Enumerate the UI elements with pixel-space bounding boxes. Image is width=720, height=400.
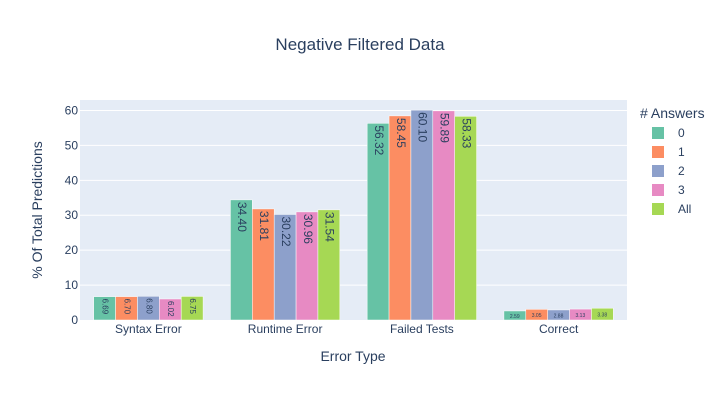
legend-label: 3 bbox=[678, 183, 685, 197]
legend-swatch bbox=[652, 203, 664, 215]
y-tick-label: 40 bbox=[65, 173, 79, 187]
y-axis-title: % Of Total Predictions bbox=[29, 141, 45, 278]
y-tick-label: 10 bbox=[65, 278, 79, 292]
bar-value-label: 34.40 bbox=[235, 202, 249, 232]
bar-value-label: 3.38 bbox=[597, 312, 607, 318]
bar bbox=[180, 296, 204, 321]
y-tick-label: 20 bbox=[65, 243, 79, 257]
bar bbox=[454, 116, 477, 321]
legend-label: 1 bbox=[678, 145, 685, 159]
y-tick-label: 50 bbox=[65, 138, 79, 152]
bar bbox=[317, 209, 341, 321]
x-tick-labels: Syntax Error Runtime Error Failed Tests Cor… bbox=[115, 322, 579, 336]
bar-value-label: 6.02 bbox=[166, 301, 175, 317]
bar-value-label: 31.81 bbox=[257, 211, 271, 241]
bar-value-label: 60.10 bbox=[416, 112, 430, 142]
y-tick-labels: 0 10 20 30 40 50 60 bbox=[65, 103, 79, 327]
bar-value-label: 30.96 bbox=[301, 214, 315, 244]
legend: # Answers 0 1 2 3 All bbox=[640, 105, 705, 216]
legend-swatch bbox=[652, 165, 664, 177]
bar-value-label: 58.33 bbox=[459, 118, 473, 148]
bar-labels: 6.69 6.70 6.80 6.02 6.75 34.40 31.81 30.22 30.96… bbox=[101, 112, 608, 320]
legend-items: 0 1 2 3 All bbox=[652, 126, 691, 216]
legend-label: 0 bbox=[678, 126, 685, 140]
bar-value-label: 2.88 bbox=[554, 313, 564, 319]
y-tick-label: 0 bbox=[71, 313, 78, 327]
bar-value-label: 3.13 bbox=[576, 313, 586, 319]
y-tick-label: 30 bbox=[65, 208, 79, 222]
bar-value-label: 6.75 bbox=[188, 298, 197, 314]
plot-background bbox=[80, 100, 627, 320]
x-tick-label: Syntax Error bbox=[115, 322, 182, 336]
x-tick-label: Correct bbox=[539, 322, 579, 336]
bar-value-label: 56.32 bbox=[372, 125, 386, 155]
x-axis-title: Error Type bbox=[320, 348, 385, 364]
legend-label: 2 bbox=[678, 164, 685, 178]
bar bbox=[591, 307, 614, 321]
bar-value-label: 58.45 bbox=[394, 118, 408, 148]
grid-lines bbox=[80, 109, 627, 286]
legend-label: All bbox=[678, 202, 691, 216]
legend-title: # Answers bbox=[640, 105, 705, 121]
bar-value-label: 6.80 bbox=[144, 298, 153, 314]
bar-value-label: 6.70 bbox=[122, 299, 131, 315]
x-tick-label: Failed Tests bbox=[390, 322, 454, 336]
bar-value-label: 31.54 bbox=[323, 212, 337, 242]
chart-title: Negative Filtered Data bbox=[275, 35, 445, 54]
legend-swatch bbox=[652, 127, 664, 139]
bar-value-label: 59.89 bbox=[438, 113, 452, 143]
bar-value-label: 6.69 bbox=[101, 299, 110, 315]
x-tick-label: Runtime Error bbox=[248, 322, 323, 336]
bar-value-label: 3.05 bbox=[532, 313, 542, 319]
legend-swatch bbox=[652, 184, 664, 196]
legend-swatch bbox=[652, 146, 664, 158]
bar-value-label: 30.22 bbox=[279, 216, 293, 246]
y-tick-label: 60 bbox=[65, 103, 79, 117]
bars bbox=[93, 109, 614, 321]
bar-value-label: 2.59 bbox=[510, 314, 520, 320]
